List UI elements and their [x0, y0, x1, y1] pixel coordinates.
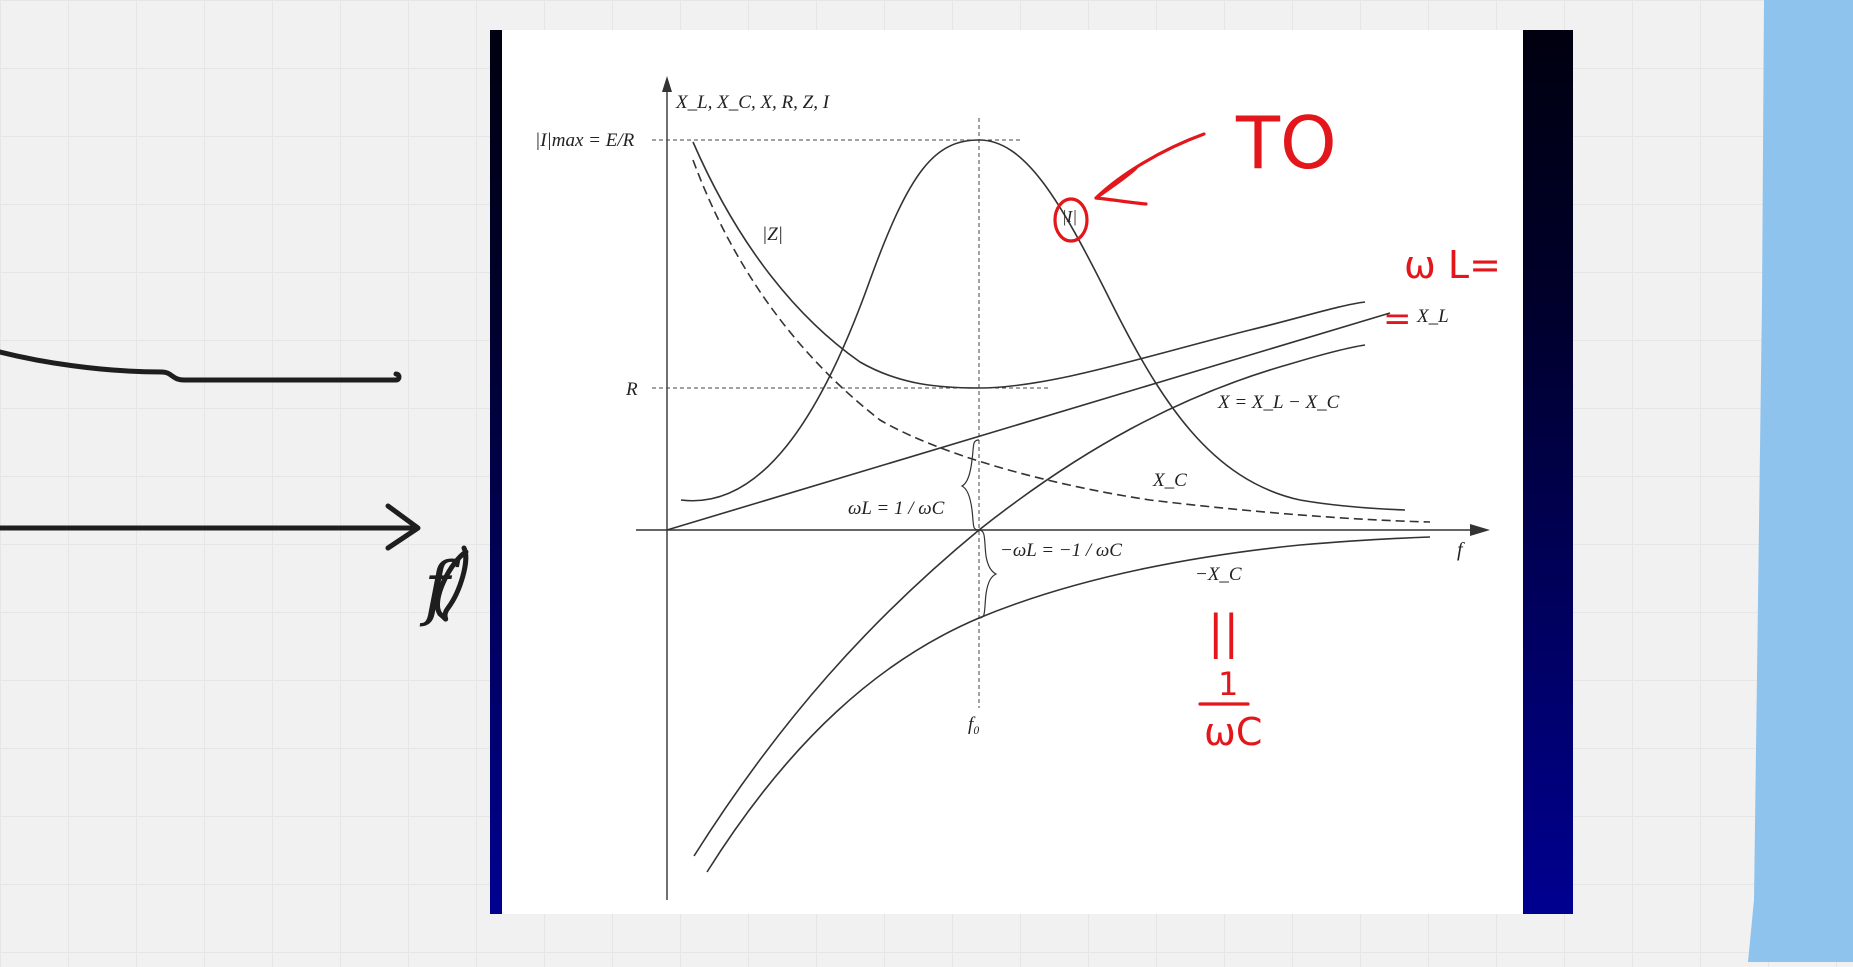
curve-current-i	[680, 139, 1406, 511]
neg-xc-label: −X_C	[1195, 564, 1242, 585]
brace-resonance	[960, 439, 980, 531]
annotation-circle	[1053, 197, 1089, 243]
z-label: |Z|	[762, 224, 783, 245]
resonance-label: ωL = 1 / ωC	[848, 498, 945, 519]
annotation-frac-num: 1	[1218, 665, 1238, 703]
hand-stroke-curve	[0, 349, 402, 383]
curve-xc-dashed	[692, 159, 1431, 523]
hand-axis-arrowhead	[385, 503, 421, 551]
y-axis-title: X_L, X_C, X, R, Z, I	[675, 92, 831, 113]
annotation-wl: ω L=	[1404, 243, 1501, 287]
diagram-image: X_L, X_C, X, R, Z, I |I|max = E/R R |Z| …	[502, 30, 1523, 914]
xl-label: X_L	[1416, 306, 1449, 327]
neg-resonance-label: −ωL = −1 / ωC	[1000, 540, 1122, 561]
diagram-image-frame: X_L, X_C, X, R, Z, I |I|max = E/R R |Z| …	[490, 30, 1573, 914]
hand-letter-f-stroke	[435, 545, 469, 622]
imax-label: |I|max = E/R	[535, 130, 635, 151]
annotation-frac-den: ωC	[1204, 710, 1262, 754]
x-axis-title: f	[1457, 539, 1465, 561]
curve-impedance-z	[692, 141, 1366, 389]
i-label: |I|	[1062, 207, 1077, 226]
xc-label: X_C	[1152, 470, 1187, 491]
curve-reactance-x	[693, 344, 1366, 857]
curve-xl-line	[666, 312, 1391, 531]
annotation-to: TO	[1235, 101, 1337, 185]
f0-label: f₀	[968, 714, 980, 735]
annotation-equals: =	[1383, 299, 1412, 339]
curve-neg-xc	[706, 536, 1431, 873]
x-axis-arrow	[1470, 524, 1490, 536]
brace-neg-resonance	[978, 529, 998, 619]
x-label: X = X_L − X_C	[1217, 392, 1340, 413]
annotation-parallel: ||	[1208, 605, 1239, 660]
r-label: R	[625, 379, 638, 400]
y-axis-arrow	[662, 76, 672, 92]
sticky-note-blue	[1748, 0, 1853, 962]
annotation-arrow	[1094, 132, 1206, 206]
